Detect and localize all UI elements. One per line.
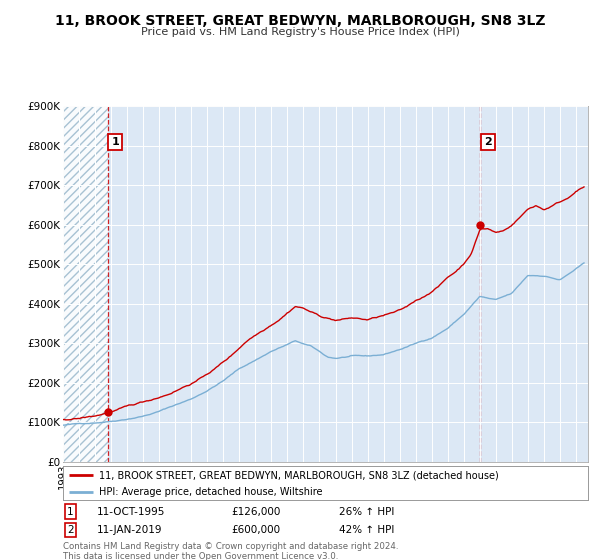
Text: Contains HM Land Registry data © Crown copyright and database right 2024.
This d: Contains HM Land Registry data © Crown c… (63, 542, 398, 560)
Text: £600,000: £600,000 (231, 525, 280, 535)
Text: 11-JAN-2019: 11-JAN-2019 (97, 525, 163, 535)
Text: HPI: Average price, detached house, Wiltshire: HPI: Average price, detached house, Wilt… (98, 487, 322, 497)
Text: 26% ↑ HPI: 26% ↑ HPI (338, 507, 394, 516)
Text: 11-OCT-1995: 11-OCT-1995 (97, 507, 166, 516)
Text: Price paid vs. HM Land Registry's House Price Index (HPI): Price paid vs. HM Land Registry's House … (140, 27, 460, 38)
Text: 2: 2 (67, 525, 74, 535)
Text: 42% ↑ HPI: 42% ↑ HPI (338, 525, 394, 535)
Text: 1: 1 (67, 507, 74, 516)
Text: 2: 2 (484, 137, 492, 147)
Text: £126,000: £126,000 (231, 507, 280, 516)
Text: 1: 1 (112, 137, 119, 147)
Text: 11, BROOK STREET, GREAT BEDWYN, MARLBOROUGH, SN8 3LZ (detached house): 11, BROOK STREET, GREAT BEDWYN, MARLBORO… (98, 470, 499, 480)
Bar (63, 106, 107, 462)
Text: 11, BROOK STREET, GREAT BEDWYN, MARLBOROUGH, SN8 3LZ: 11, BROOK STREET, GREAT BEDWYN, MARLBORO… (55, 14, 545, 28)
